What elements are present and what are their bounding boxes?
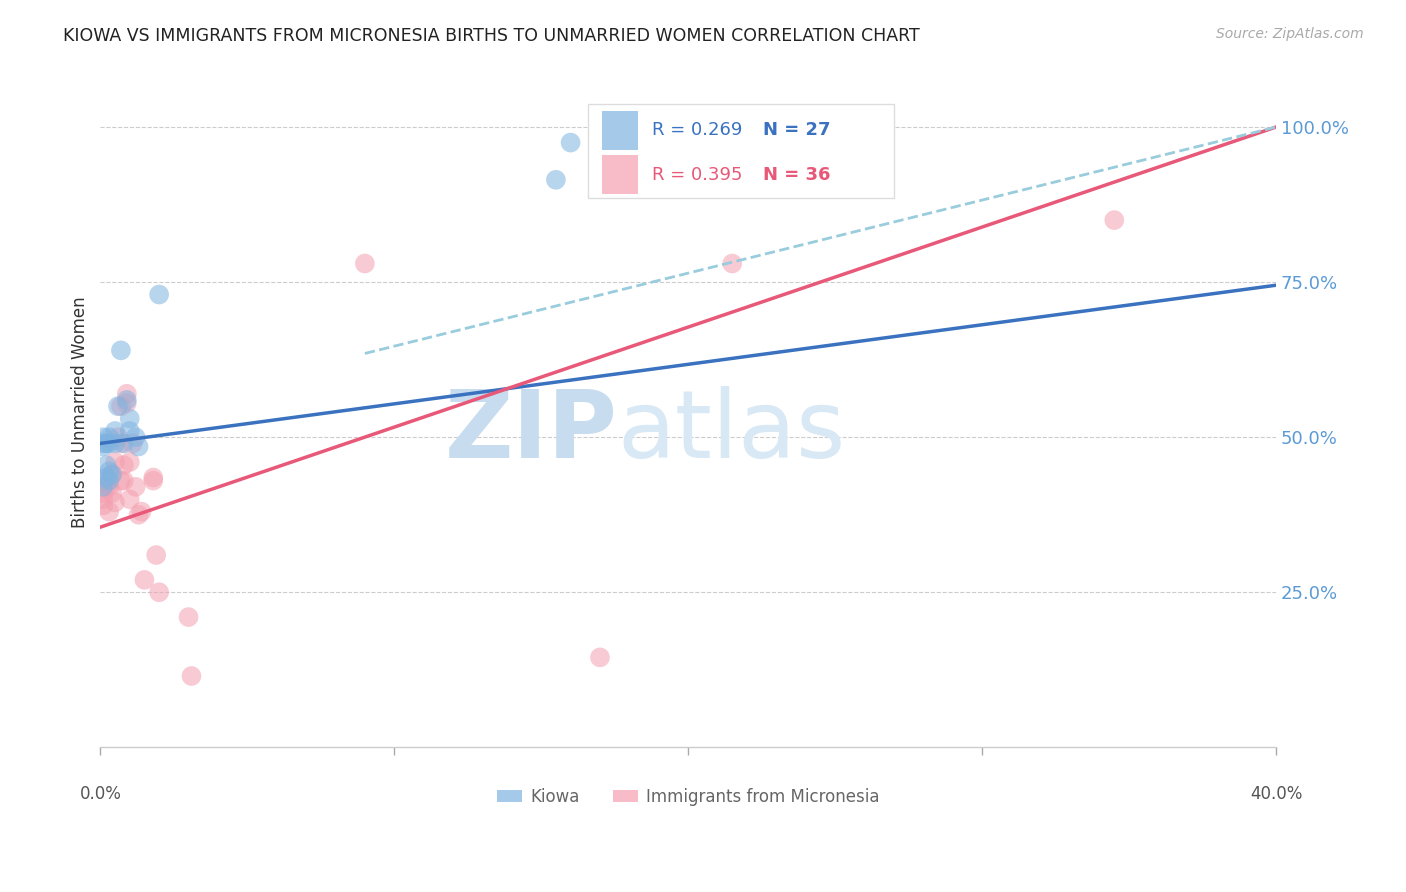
Point: [131, 505, 153, 519]
Point: [110, 343, 132, 358]
Point: [145, 548, 167, 562]
Text: 40.0%: 40.0%: [1250, 785, 1302, 803]
Point: [96, 470, 118, 484]
Point: [148, 585, 170, 599]
Point: [589, 650, 612, 665]
Point: [148, 287, 170, 301]
Text: KIOWA VS IMMIGRANTS FROM MICRONESIA BIRTHS TO UNMARRIED WOMEN CORRELATION CHART: KIOWA VS IMMIGRANTS FROM MICRONESIA BIRT…: [63, 27, 920, 45]
Point: [91, 492, 114, 507]
Point: [112, 458, 135, 472]
Point: [104, 495, 127, 509]
Point: [124, 430, 146, 444]
Point: [112, 474, 135, 488]
Point: [115, 396, 138, 410]
Point: [107, 399, 129, 413]
Point: [98, 480, 121, 494]
Point: [180, 669, 202, 683]
Point: [107, 430, 129, 444]
Text: N = 36: N = 36: [763, 166, 831, 184]
Point: [101, 467, 124, 482]
Point: [118, 424, 141, 438]
Text: Source: ZipAtlas.com: Source: ZipAtlas.com: [1216, 27, 1364, 41]
FancyBboxPatch shape: [588, 104, 894, 198]
Point: [98, 474, 121, 488]
Text: ZIP: ZIP: [444, 386, 617, 478]
Point: [354, 256, 377, 270]
Text: R = 0.269: R = 0.269: [652, 121, 742, 139]
Point: [121, 436, 143, 450]
Point: [110, 399, 132, 413]
Point: [142, 474, 165, 488]
Point: [98, 430, 121, 444]
Point: [124, 480, 146, 494]
Text: N = 27: N = 27: [763, 121, 831, 139]
Point: [115, 386, 138, 401]
Point: [96, 458, 118, 472]
Point: [96, 436, 118, 450]
Point: [115, 392, 138, 407]
Point: [1104, 213, 1126, 227]
Point: [118, 411, 141, 425]
Point: [128, 440, 150, 454]
Point: [91, 436, 114, 450]
Point: [110, 474, 132, 488]
Point: [177, 610, 200, 624]
Point: [104, 424, 127, 438]
Text: R = 0.395: R = 0.395: [652, 166, 742, 184]
Point: [544, 173, 567, 187]
Point: [692, 136, 714, 150]
Point: [104, 455, 127, 469]
Point: [721, 256, 744, 270]
FancyBboxPatch shape: [602, 112, 637, 150]
Point: [91, 440, 114, 454]
Point: [112, 436, 135, 450]
Point: [101, 486, 124, 500]
Point: [96, 474, 118, 488]
Point: [104, 436, 127, 450]
Point: [91, 486, 114, 500]
Text: 0.0%: 0.0%: [79, 785, 121, 803]
Point: [91, 480, 114, 494]
Point: [118, 455, 141, 469]
Point: [91, 499, 114, 513]
Legend: Kiowa, Immigrants from Micronesia: Kiowa, Immigrants from Micronesia: [491, 781, 886, 813]
Point: [110, 436, 132, 450]
Text: atlas: atlas: [617, 386, 846, 478]
Point: [134, 573, 156, 587]
Point: [560, 136, 582, 150]
Point: [98, 436, 121, 450]
Point: [101, 467, 124, 482]
Point: [98, 464, 121, 478]
FancyBboxPatch shape: [602, 155, 637, 194]
Point: [91, 430, 114, 444]
Y-axis label: Births to Unmarried Women: Births to Unmarried Women: [72, 296, 89, 528]
Point: [142, 470, 165, 484]
Point: [118, 492, 141, 507]
Point: [96, 480, 118, 494]
Point: [662, 132, 685, 146]
Point: [98, 505, 121, 519]
Point: [128, 508, 150, 522]
